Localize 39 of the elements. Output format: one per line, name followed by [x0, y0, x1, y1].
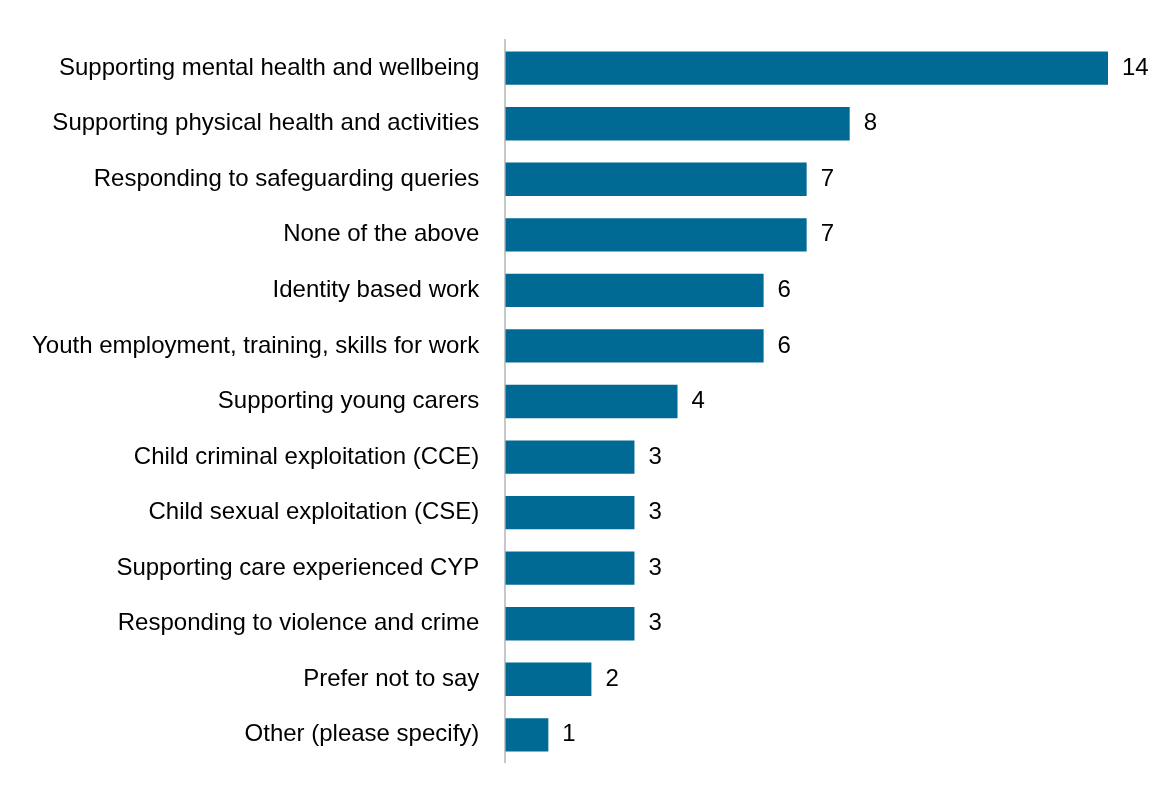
bar: [505, 551, 635, 585]
y-tick-label: Prefer not to say: [303, 663, 480, 691]
data-label: 2: [605, 663, 619, 691]
bar: [505, 495, 635, 530]
bar: [505, 51, 1108, 85]
y-tick-label: None of the above: [283, 219, 480, 247]
data-label: 6: [777, 330, 791, 358]
bar: [505, 440, 635, 474]
y-tick-label: Child sexual exploitation (CSE): [148, 497, 480, 525]
y-tick-label: Supporting care experienced CYP: [116, 552, 480, 580]
bar: [505, 273, 764, 308]
y-tick-label: Supporting young carers: [217, 386, 480, 414]
data-label: 3: [648, 552, 662, 580]
y-tick-label: Responding to safeguarding queries: [93, 163, 480, 191]
y-tick-label: Supporting physical health and activities: [52, 108, 480, 136]
bar: [505, 607, 635, 641]
data-label: 3: [648, 608, 662, 636]
bar: [505, 329, 764, 363]
y-tick-label: Responding to violence and crime: [117, 608, 480, 636]
data-label: 14: [1122, 52, 1149, 80]
data-label: 6: [777, 275, 791, 303]
bar: [505, 218, 807, 252]
data-label: 7: [820, 163, 835, 191]
data-label: 7: [820, 219, 835, 247]
bar: [505, 107, 850, 141]
data-label: 1: [562, 719, 576, 747]
y-tick-label: Child criminal exploitation (CCE): [133, 441, 480, 469]
bar: [505, 384, 678, 419]
y-tick-label: Youth employment, training, skills for work: [31, 330, 481, 358]
y-tick-label: Supporting mental health and wellbeing: [59, 52, 480, 80]
bar: [505, 162, 807, 196]
data-label: 3: [648, 441, 662, 469]
y-tick-label: Identity based work: [272, 275, 481, 303]
data-label: 8: [863, 108, 878, 136]
y-tick-label: Other (please specify): [244, 719, 480, 747]
data-label: 4: [691, 386, 705, 414]
bar: [505, 662, 592, 696]
data-label: 3: [648, 497, 662, 525]
bar: [505, 718, 549, 752]
